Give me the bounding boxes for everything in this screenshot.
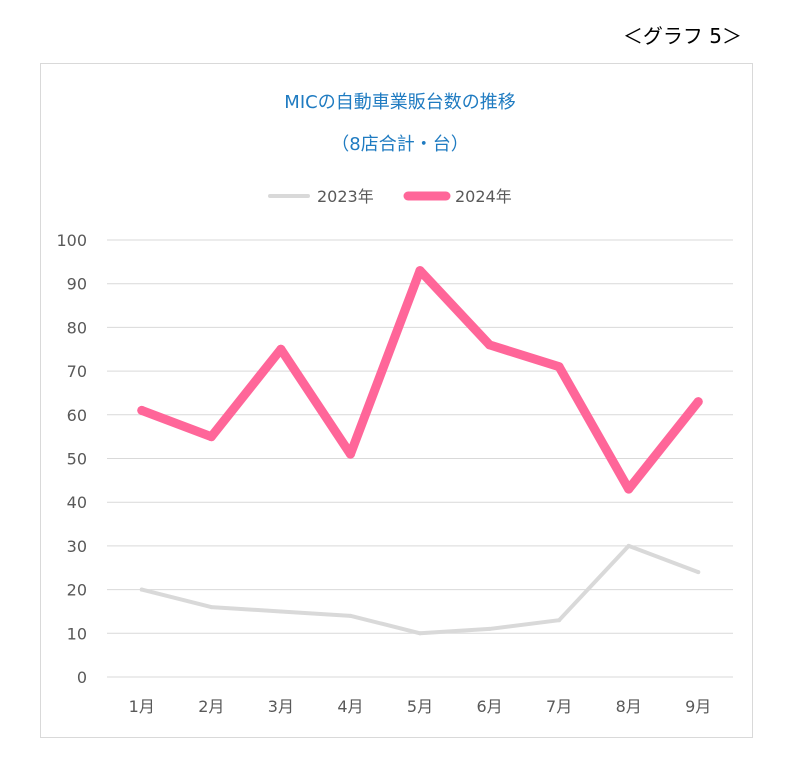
y-tick-label: 40: [67, 493, 87, 512]
y-tick-label: 20: [67, 581, 87, 600]
y-tick-label: 30: [67, 537, 87, 556]
data-point: [348, 613, 353, 618]
data-point: [206, 432, 216, 442]
legend-label: 2024年: [455, 187, 512, 206]
y-tick-label: 70: [67, 362, 87, 381]
data-point: [626, 543, 631, 548]
data-point: [557, 618, 562, 623]
chart-frame: [40, 63, 753, 738]
chart-title: MICの自動車業販台数の推移: [284, 92, 516, 113]
x-tick-label: 9月: [685, 697, 711, 716]
data-point: [554, 362, 564, 372]
data-point: [418, 631, 422, 636]
x-tick-label: 5月: [407, 697, 433, 716]
x-tick-label: 4月: [337, 697, 363, 716]
x-tick-label: 2月: [198, 697, 224, 716]
y-tick-label: 50: [67, 450, 87, 469]
data-point: [485, 340, 495, 350]
data-point: [276, 344, 286, 354]
legend-label: 2023年: [317, 187, 374, 206]
y-tick-label: 0: [77, 668, 87, 687]
x-tick-label: 3月: [268, 697, 294, 716]
y-tick-label: 80: [67, 318, 87, 337]
x-tick-label: 1月: [129, 697, 155, 716]
data-point: [415, 266, 425, 276]
x-tick-label: 7月: [546, 697, 572, 716]
data-point: [209, 605, 214, 610]
data-point: [345, 449, 355, 459]
data-point: [487, 626, 492, 631]
y-tick-label: 60: [67, 406, 87, 425]
data-point: [693, 397, 703, 407]
data-point: [624, 484, 634, 494]
graph-number-label: ＜グラフ 5＞: [622, 24, 742, 48]
series-line-2024年: [137, 266, 703, 494]
data-point: [696, 570, 701, 575]
y-tick-label: 90: [67, 275, 87, 294]
data-point: [137, 405, 147, 415]
data-point: [139, 587, 144, 592]
x-tick-label: 8月: [616, 697, 642, 716]
y-tick-label: 10: [67, 624, 87, 643]
x-tick-label: 6月: [476, 697, 502, 716]
y-tick-label: 100: [56, 231, 87, 250]
data-point: [278, 609, 283, 614]
chart-subtitle: （8店合計・台）: [331, 134, 469, 155]
